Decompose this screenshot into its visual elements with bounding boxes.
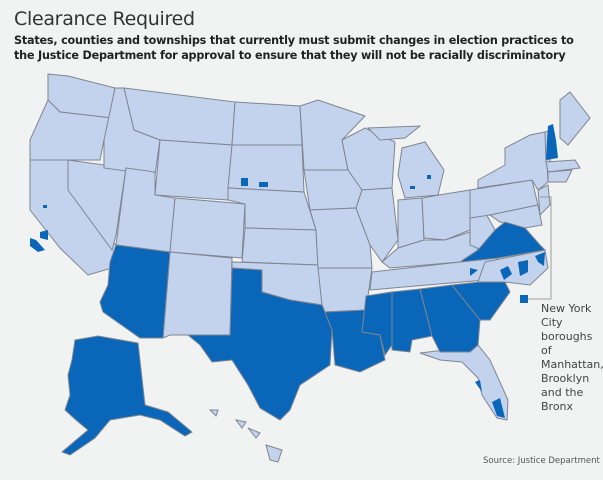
state-oregon <box>29 99 113 161</box>
county-ca-1 <box>43 205 47 208</box>
state-arkansas <box>317 267 373 313</box>
county-mi-2 <box>410 186 415 189</box>
state-massachusetts <box>545 159 581 173</box>
county-ca-3 <box>30 238 45 252</box>
nyc-legend-swatch <box>520 295 528 303</box>
page-title: Clearance Required <box>14 8 195 30</box>
state-north-dakota <box>231 101 303 146</box>
state-kansas <box>241 227 319 266</box>
state-connecticut-ri <box>547 169 573 183</box>
uncovered-states <box>29 73 591 463</box>
state-new-mexico <box>162 251 233 339</box>
county-ca-2 <box>40 230 48 240</box>
state-south-carolina <box>451 281 511 321</box>
covered-states <box>61 221 547 456</box>
county-sd-1 <box>241 178 248 186</box>
covered-counties <box>30 124 558 418</box>
county-mi-1 <box>427 175 431 179</box>
state-new-york <box>477 131 549 191</box>
nyc-callout-label: New York City boroughs of Manhattan, Bro… <box>541 302 603 413</box>
state-ohio <box>421 189 471 241</box>
state-hawaii <box>208 409 283 463</box>
source-note: Source: Justice Department <box>483 456 600 466</box>
state-texas <box>186 267 333 421</box>
state-maine <box>559 91 591 146</box>
state-new-jersey <box>537 184 551 217</box>
state-virginia <box>459 221 547 263</box>
counties-fl <box>475 380 505 418</box>
callout-line <box>528 196 552 300</box>
page-subtitle: States, counties and townships that curr… <box>14 34 574 62</box>
county-nh <box>546 124 558 160</box>
state-arizona <box>99 244 171 339</box>
counties-nc <box>470 252 545 280</box>
county-sd-2 <box>259 182 268 187</box>
state-wyoming <box>154 139 233 201</box>
state-alaska <box>61 335 193 456</box>
state-colorado <box>169 197 246 259</box>
state-maryland-delaware <box>488 204 543 229</box>
state-indiana <box>397 197 425 249</box>
